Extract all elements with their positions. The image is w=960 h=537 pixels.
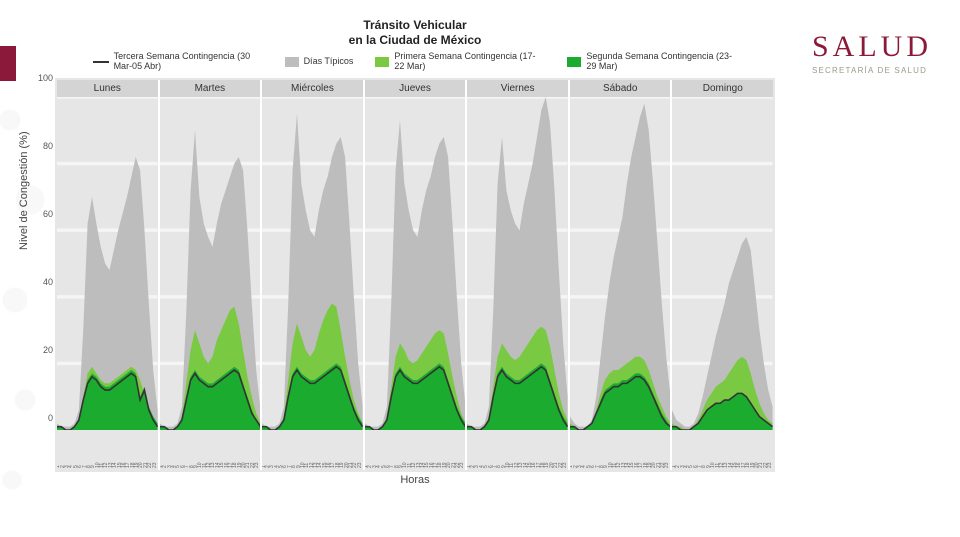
panel-domingo: Domingo 012345678910111213141516171819202… <box>672 80 773 470</box>
panel-plot <box>57 97 158 430</box>
legend-label: Tercera Semana Contingencia (30 Mar-05 A… <box>114 52 263 72</box>
title-line1: Tránsito Vehicular <box>363 18 466 32</box>
chart-title: Tránsito Vehicular en la Ciudad de Méxic… <box>55 18 775 48</box>
y-tick: 60 <box>43 209 53 219</box>
x-ticks: 01234567891011121314151617181920212223 <box>262 430 363 470</box>
panel-viernes: Viernes 012345678910111213141516171819202… <box>467 80 570 470</box>
accent-bar <box>0 46 16 81</box>
legend-item-s2: Segunda Semana Contingencia (23-29 Mar) <box>567 52 737 72</box>
x-ticks: 01234567891011121314151617181920212223 <box>160 430 261 470</box>
legend-label: Segunda Semana Contingencia (23-29 Mar) <box>586 52 737 72</box>
panel-miércoles: Miércoles 0123456789101112131415161718192… <box>262 80 365 470</box>
panel-header: Lunes <box>57 80 158 97</box>
x-ticks: 01234567891011121314151617181920212223 <box>672 430 773 470</box>
legend-label: Primera Semana Contingencia (17-22 Mar) <box>394 52 545 72</box>
panel-sábado: Sábado 0123456789101112131415161718192021… <box>570 80 673 470</box>
legend-item-typ: Días Típicos <box>285 52 354 72</box>
panel-header: Sábado <box>570 80 671 97</box>
panel-plot <box>570 97 671 430</box>
legend-item-s3: Tercera Semana Contingencia (30 Mar-05 A… <box>93 52 263 72</box>
y-axis-label: Nivel de Congestión (%) <box>18 131 30 250</box>
legend-swatch <box>93 61 109 63</box>
legend-swatch <box>375 57 389 67</box>
panel-header: Miércoles <box>262 80 363 97</box>
panel-header: Martes <box>160 80 261 97</box>
y-tick: 80 <box>43 141 53 151</box>
chart-container: Tránsito Vehicular en la Ciudad de Méxic… <box>55 18 775 518</box>
y-tick: 0 <box>48 413 53 423</box>
legend-label: Días Típicos <box>304 57 354 67</box>
legend-swatch <box>567 57 581 67</box>
x-ticks: 01234567891011121314151617181920212223 <box>467 430 568 470</box>
x-ticks: 01234567891011121314151617181920212223 <box>365 430 466 470</box>
panel-header: Viernes <box>467 80 568 97</box>
y-axis: 020406080100 <box>38 78 55 430</box>
facet-panels: Lunes 01234567891011121314151617181920212… <box>55 78 775 472</box>
logo-main: SALUD <box>812 30 932 64</box>
logo-sub: SECRETARÍA DE SALUD <box>812 66 932 75</box>
panel-plot <box>262 97 363 430</box>
y-tick: 20 <box>43 345 53 355</box>
x-axis-label: Horas <box>55 474 775 486</box>
panel-plot <box>160 97 261 430</box>
panel-plot <box>365 97 466 430</box>
panel-header: Jueves <box>365 80 466 97</box>
panel-header: Domingo <box>672 80 773 97</box>
panel-jueves: Jueves 0123456789101112131415161718192021… <box>365 80 468 470</box>
title-line2: en la Ciudad de México <box>349 33 482 47</box>
panel-plot <box>467 97 568 430</box>
salud-logo: SALUD SECRETARÍA DE SALUD <box>812 30 932 75</box>
y-tick: 40 <box>43 277 53 287</box>
x-ticks: 01234567891011121314151617181920212223 <box>570 430 671 470</box>
y-tick: 100 <box>38 73 53 83</box>
x-ticks: 01234567891011121314151617181920212223 <box>57 430 158 470</box>
panel-plot <box>672 97 773 430</box>
legend-item-s1: Primera Semana Contingencia (17-22 Mar) <box>375 52 545 72</box>
panel-lunes: Lunes 01234567891011121314151617181920212… <box>57 80 160 470</box>
legend-swatch <box>285 57 299 67</box>
legend: Tercera Semana Contingencia (30 Mar-05 A… <box>55 52 775 72</box>
panel-martes: Martes 0123456789101112131415161718192021… <box>160 80 263 470</box>
